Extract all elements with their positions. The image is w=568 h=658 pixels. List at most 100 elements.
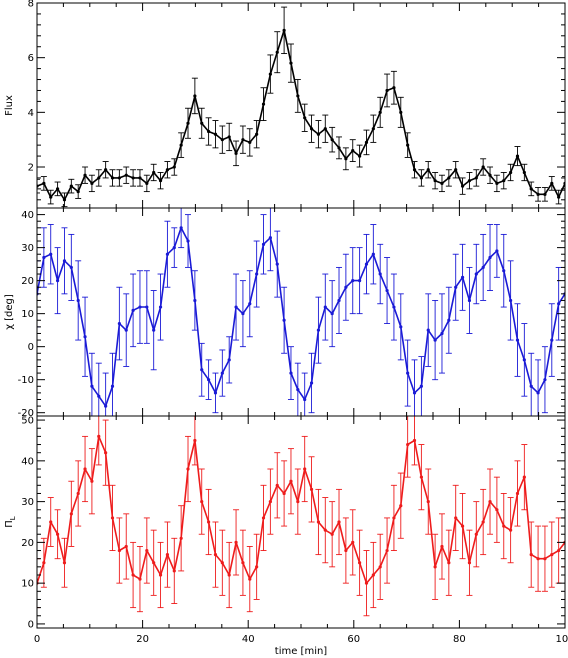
data-point: [83, 173, 87, 177]
data-point: [49, 195, 53, 199]
data-point: [358, 154, 362, 158]
data-point: [502, 269, 506, 273]
data-point: [536, 391, 540, 395]
data-point: [69, 184, 73, 188]
data-point: [289, 61, 293, 65]
data-point: [557, 195, 561, 199]
data-point: [316, 132, 321, 136]
data-point: [309, 487, 314, 491]
data-point: [117, 321, 121, 326]
data-point: [337, 146, 341, 150]
data-point: [179, 226, 183, 230]
data-point: [261, 516, 266, 520]
data-point: [55, 532, 60, 536]
data-point: [385, 288, 389, 293]
data-point: [433, 565, 437, 569]
data-point: [550, 553, 554, 557]
data-point: [406, 371, 410, 375]
data-point: [474, 272, 478, 276]
data-point: [83, 467, 87, 471]
data-point: [200, 368, 204, 372]
panel-2: -20 -10 0 10 20 30 40 χ [deg]: [4, 207, 566, 419]
y-tick-label: 50: [21, 416, 34, 427]
data-point: [110, 384, 115, 388]
data-point: [110, 176, 115, 180]
data-point: [543, 557, 547, 561]
data-point: [248, 577, 252, 581]
x-tick-label: 0: [34, 634, 40, 645]
data-point: [419, 176, 423, 180]
data-point: [337, 520, 341, 524]
data-point: [303, 116, 307, 120]
data-point: [69, 265, 73, 270]
data-point: [474, 176, 478, 180]
series-line: [37, 227, 565, 407]
data-point: [536, 557, 540, 561]
data-point: [255, 565, 259, 569]
data-point: [433, 179, 437, 183]
data-point: [296, 94, 300, 98]
data-point: [213, 553, 218, 557]
y-tick-label: -20: [18, 408, 34, 419]
data-point: [255, 272, 259, 276]
data-point: [433, 338, 437, 342]
data-point: [83, 335, 87, 339]
data-point: [152, 561, 156, 565]
data-point: [261, 102, 266, 106]
data-point: [104, 404, 108, 408]
data-point: [200, 121, 204, 125]
data-point: [316, 520, 321, 524]
data-point: [344, 157, 348, 161]
data-point: [364, 140, 369, 144]
x-tick-label: 20: [136, 634, 149, 645]
data-point: [474, 532, 478, 536]
data-point: [220, 561, 224, 565]
data-point: [399, 504, 403, 508]
data-point: [104, 451, 108, 455]
data-point: [303, 467, 307, 471]
data-point: [138, 176, 142, 180]
data-point: [145, 181, 149, 185]
data-point: [522, 170, 526, 175]
data-point: [62, 198, 67, 202]
data-point: [488, 173, 492, 177]
data-point: [42, 561, 46, 565]
data-point: [55, 187, 60, 191]
y-axis-label: χ [deg]: [4, 294, 15, 330]
data-point: [337, 298, 341, 303]
data-point: [378, 110, 382, 114]
data-point: [440, 181, 444, 185]
data-point: [152, 170, 156, 175]
data-point: [248, 302, 252, 306]
data-point: [124, 544, 128, 549]
data-point: [515, 338, 520, 342]
data-point: [550, 338, 554, 342]
data-point: [419, 384, 423, 388]
data-point: [275, 262, 279, 266]
y-tick-label: 10: [21, 309, 34, 320]
y-axis-label: Flux: [4, 95, 15, 116]
data-point: [289, 371, 293, 375]
data-point: [227, 135, 231, 139]
data-point: [358, 279, 362, 283]
data-point: [378, 565, 382, 569]
data-point: [248, 140, 252, 144]
y-tick-label: 0: [28, 342, 34, 353]
data-point: [481, 265, 485, 270]
data-point: [330, 312, 334, 316]
data-point: [495, 181, 499, 185]
data-point: [261, 242, 266, 246]
data-point: [364, 581, 369, 585]
data-point: [344, 285, 348, 289]
data-point: [495, 508, 499, 512]
data-point: [412, 438, 417, 443]
data-point: [412, 168, 417, 172]
data-point: [76, 298, 80, 303]
data-point: [131, 176, 135, 180]
data-point: [207, 378, 211, 382]
series-line: [37, 29, 565, 201]
data-point: [406, 442, 410, 447]
y-axis-label-subscript: L: [9, 516, 17, 520]
data-point: [447, 561, 451, 565]
data-point: [323, 528, 327, 532]
